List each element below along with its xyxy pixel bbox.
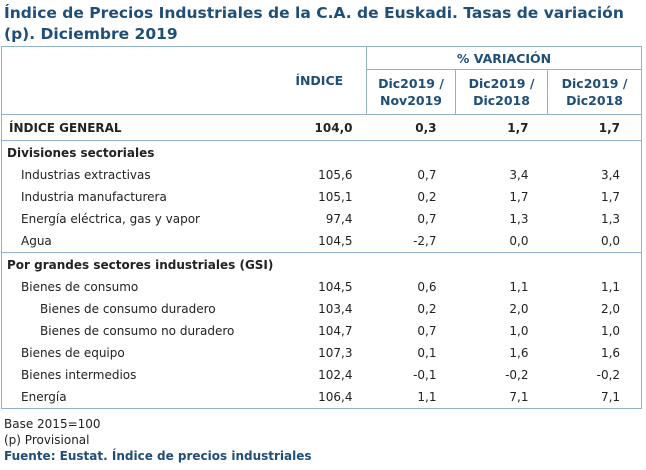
row-label: Energía xyxy=(21,390,67,404)
cell-v2: 7,1 xyxy=(509,390,529,404)
cell-v3: 1,1 xyxy=(600,280,621,294)
cell-indice: 104,7 xyxy=(318,324,353,338)
cell-indice: 105,1 xyxy=(318,190,353,204)
cell-v3: 1,3 xyxy=(600,212,621,226)
cell-indice: 104,5 xyxy=(318,234,353,248)
cell-v2: 1,7 xyxy=(455,114,548,141)
cell-indice: 97,4 xyxy=(325,212,353,226)
header-indice: ÍNDICE xyxy=(272,46,367,115)
cell-v3: 2,0 xyxy=(600,302,621,316)
table-row: Agua 104,5 -2,7 0,0 0,0 xyxy=(2,230,642,253)
data-table: ÍNDICE % VARIACIÓN Dic2019 / Nov2019 Dic… xyxy=(1,46,643,409)
cell-v1: 0,2 xyxy=(417,190,437,204)
cell-v2: 1,3 xyxy=(509,212,529,226)
row-label: Industrias extractivas xyxy=(21,168,151,182)
section-title: Divisiones sectoriales xyxy=(7,145,155,160)
cell-v2: 1,0 xyxy=(509,324,529,338)
row-label: Bienes de consumo no duradero xyxy=(40,324,235,338)
table-row: Bienes de consumo 104,5 0,6 1,1 1,1 xyxy=(2,276,642,298)
header-col1: Dic2019 / Nov2019 xyxy=(366,69,456,115)
cell-v3: -0,2 xyxy=(596,368,621,382)
header-col3: Dic2019 / Dic2018 xyxy=(546,69,642,115)
cell-v1: -2,7 xyxy=(413,234,437,248)
row-label: Bienes intermedios xyxy=(21,368,137,382)
cell-v1: 0,7 xyxy=(417,324,437,338)
row-label: Bienes de equipo xyxy=(21,346,125,360)
table-row: Bienes intermedios 102,4 -0,1 -0,2 -0,2 xyxy=(2,364,642,386)
table-row: Bienes de consumo duradero 103,4 0,2 2,0… xyxy=(2,298,642,320)
cell-indice: 104,0 xyxy=(272,114,367,141)
row-label: ÍNDICE GENERAL xyxy=(1,114,273,141)
section-row: Divisiones sectoriales xyxy=(2,141,642,165)
cell-v3: 3,4 xyxy=(600,168,621,182)
table-row: Industrias extractivas 105,6 0,7 3,4 3,4 xyxy=(2,164,642,186)
cell-indice: 107,3 xyxy=(318,346,353,360)
cell-v1: 0,1 xyxy=(417,346,437,360)
cell-v1: 0,2 xyxy=(417,302,437,316)
cell-v2: -0,2 xyxy=(505,368,529,382)
row-label: Energía eléctrica, gas y vapor xyxy=(21,212,200,226)
table-row: Energía eléctrica, gas y vapor 97,4 0,7 … xyxy=(2,208,642,230)
cell-v2: 0,0 xyxy=(509,234,529,248)
cell-indice: 106,4 xyxy=(318,390,353,404)
cell-v1: 1,1 xyxy=(417,390,437,404)
table-row: Bienes de consumo no duradero 104,7 0,7 … xyxy=(2,320,642,342)
cell-v3: 7,1 xyxy=(600,390,621,404)
header-col2: Dic2019 / Dic2018 xyxy=(455,69,548,115)
row-label: Industria manufacturera xyxy=(21,190,167,204)
cell-indice: 104,5 xyxy=(318,280,353,294)
row-label: Bienes de consumo xyxy=(21,280,139,294)
table-row-general: ÍNDICE GENERAL 104,0 0,3 1,7 1,7 xyxy=(1,114,642,141)
row-label: Bienes de consumo duradero xyxy=(40,302,216,316)
cell-v3: 0,0 xyxy=(600,234,621,248)
cell-v1: 0,3 xyxy=(366,114,456,141)
cell-v3: 1,7 xyxy=(600,190,621,204)
header-col2-text: Dic2019 / Dic2018 xyxy=(468,76,535,108)
table-row: Energía 106,4 1,1 7,1 7,1 xyxy=(2,386,642,409)
footnotes: Base 2015=100 (p) Provisional Fuente: Eu… xyxy=(4,416,312,464)
table-row: Industria manufacturera 105,1 0,2 1,7 1,… xyxy=(2,186,642,208)
provisional-note: (p) Provisional xyxy=(4,433,90,447)
cell-indice: 103,4 xyxy=(318,302,353,316)
cell-v2: 1,7 xyxy=(509,190,529,204)
table-title: Índice de Precios Industriales de la C.A… xyxy=(4,4,624,43)
cell-v3: 1,0 xyxy=(600,324,621,338)
cell-v2: 1,1 xyxy=(509,280,529,294)
cell-indice: 102,4 xyxy=(318,368,353,382)
header-variacion: % VARIACIÓN xyxy=(365,46,642,70)
header-col3-text: Dic2019 / Dic2018 xyxy=(561,76,628,108)
section-title: Por grandes sectores industriales (GSI) xyxy=(1,252,642,276)
header-col1-text: Dic2019 / Nov2019 xyxy=(378,76,444,108)
cell-v1: 0,6 xyxy=(417,280,437,294)
cell-v1: 0,7 xyxy=(417,168,437,182)
header-blank xyxy=(1,46,273,115)
table-row: Bienes de equipo 107,3 0,1 1,6 1,6 xyxy=(2,342,642,364)
cell-v2: 1,6 xyxy=(509,346,529,360)
cell-indice: 105,6 xyxy=(318,168,353,182)
base-note: Base 2015=100 xyxy=(4,417,101,431)
cell-v2: 3,4 xyxy=(509,168,529,182)
row-label: Agua xyxy=(21,234,52,248)
cell-v3: 1,7 xyxy=(547,114,642,141)
source-note: Fuente: Eustat. Índice de precios indust… xyxy=(4,449,312,463)
cell-v2: 2,0 xyxy=(509,302,529,316)
cell-v3: 1,6 xyxy=(600,346,621,360)
cell-v1: 0,7 xyxy=(417,212,437,226)
cell-v1: -0,1 xyxy=(413,368,437,382)
section-row: Por grandes sectores industriales (GSI) xyxy=(1,252,642,276)
